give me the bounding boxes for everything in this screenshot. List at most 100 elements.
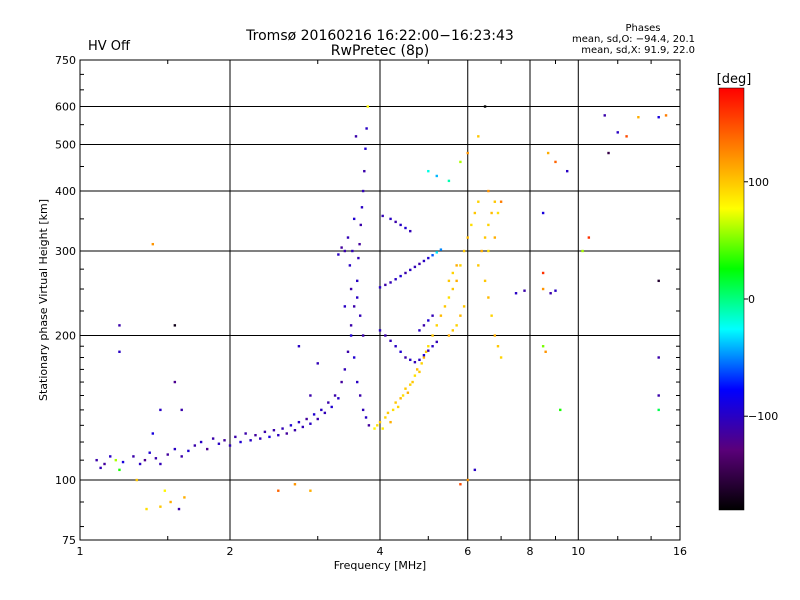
data-point xyxy=(316,362,319,365)
data-point xyxy=(217,442,221,445)
data-point xyxy=(340,380,343,384)
data-point xyxy=(95,458,98,462)
data-point xyxy=(346,236,350,239)
data-point xyxy=(193,444,197,447)
data-point xyxy=(143,458,147,462)
data-point xyxy=(378,420,382,424)
data-point xyxy=(616,131,619,134)
data-point xyxy=(309,394,312,397)
data-point xyxy=(349,334,353,337)
x-tick-label: 10 xyxy=(571,545,585,558)
phases-heading: Phases xyxy=(625,23,660,34)
colorbar xyxy=(718,87,745,511)
scatter-points xyxy=(95,105,668,511)
data-point xyxy=(427,319,430,322)
data-point xyxy=(118,350,121,353)
data-point xyxy=(297,345,301,348)
data-point xyxy=(351,249,354,253)
data-point xyxy=(211,437,215,440)
data-point xyxy=(435,324,438,327)
data-point xyxy=(466,478,469,482)
data-point xyxy=(487,249,490,253)
data-point xyxy=(349,324,353,327)
data-point xyxy=(477,200,480,203)
data-point xyxy=(118,468,121,472)
data-point xyxy=(223,439,226,442)
data-point xyxy=(394,401,397,404)
y-tick-label: 75 xyxy=(62,534,76,547)
data-point xyxy=(305,417,308,421)
data-point xyxy=(285,432,288,435)
data-point xyxy=(541,211,545,215)
data-point xyxy=(180,408,183,412)
data-point xyxy=(409,229,412,233)
data-point xyxy=(327,401,330,404)
data-point xyxy=(151,432,155,435)
data-point xyxy=(118,324,121,327)
data-point xyxy=(411,380,414,384)
data-point xyxy=(281,427,284,430)
data-point xyxy=(366,105,369,108)
data-point xyxy=(413,374,417,377)
data-point xyxy=(254,433,257,437)
data-point xyxy=(389,339,392,343)
data-point xyxy=(384,334,387,337)
data-point xyxy=(459,264,462,267)
data-point xyxy=(637,116,640,119)
data-point xyxy=(413,265,417,269)
data-point xyxy=(581,249,584,253)
data-point xyxy=(422,259,426,263)
data-point xyxy=(277,489,280,492)
data-point xyxy=(301,425,305,429)
data-point xyxy=(443,305,447,308)
data-point xyxy=(603,114,606,117)
data-point xyxy=(394,278,397,281)
data-point xyxy=(455,279,458,283)
data-point xyxy=(477,135,480,138)
data-point xyxy=(544,350,547,353)
data-point xyxy=(394,345,397,348)
y-tick-label: 400 xyxy=(55,185,76,198)
data-point xyxy=(427,345,430,348)
colorbar-ticks: 100 0 −100 xyxy=(744,176,778,423)
data-point xyxy=(309,489,312,492)
data-point xyxy=(114,458,118,462)
data-point xyxy=(205,447,209,451)
data-point xyxy=(163,489,167,492)
data-point xyxy=(177,507,181,511)
data-point xyxy=(159,408,162,412)
data-point xyxy=(346,350,350,353)
data-point xyxy=(259,437,262,440)
data-point xyxy=(404,226,407,230)
data-point xyxy=(409,383,412,386)
data-point xyxy=(422,324,426,327)
data-point xyxy=(399,274,402,278)
data-point xyxy=(367,424,371,427)
data-point xyxy=(431,314,434,317)
data-point xyxy=(490,211,493,215)
data-point xyxy=(657,116,660,119)
data-point xyxy=(151,242,155,246)
data-point xyxy=(352,305,356,308)
data-point xyxy=(249,439,252,442)
data-point xyxy=(493,200,497,203)
data-point xyxy=(289,424,293,427)
data-point xyxy=(343,368,347,371)
data-point xyxy=(337,397,340,400)
data-point xyxy=(451,329,455,332)
data-point xyxy=(424,350,428,353)
data-point xyxy=(483,236,487,239)
data-point xyxy=(399,397,402,400)
data-point xyxy=(268,435,271,439)
data-point xyxy=(359,223,362,227)
data-point xyxy=(357,256,360,260)
data-point xyxy=(320,408,323,412)
data-point xyxy=(427,256,430,260)
data-point xyxy=(483,105,487,108)
data-point xyxy=(490,314,493,317)
data-point xyxy=(447,296,451,299)
data-point xyxy=(138,462,142,466)
data-point xyxy=(389,281,392,284)
data-point xyxy=(323,411,327,415)
data-point xyxy=(418,329,421,332)
